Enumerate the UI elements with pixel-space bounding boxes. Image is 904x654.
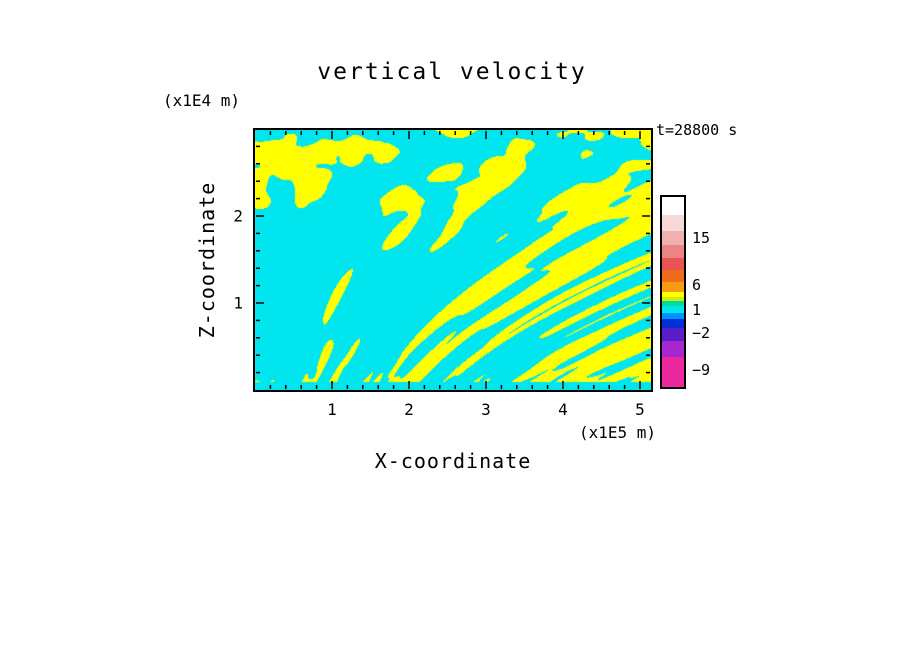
x-tick-label: 4 [558,400,568,419]
x-tick-label: 1 [327,400,337,419]
colorbar-segment [662,270,684,282]
colorbar-tick-label: 15 [692,229,711,247]
colorbar-segment [662,319,684,328]
colorbar-segment [662,197,684,215]
x-axis-unit: (x1E5 m) [578,423,656,442]
x-axis-label: X-coordinate [374,449,532,473]
colorbar-segment [662,357,684,387]
colorbar-segment [662,301,684,306]
x-tick-label: 5 [635,400,645,419]
colorbar-segment [662,297,684,301]
z-tick-label: 1 [233,293,243,313]
colorbar-tick-label: −9 [692,361,711,379]
chart-title: vertical velocity [317,59,587,85]
colorbar-segment [662,306,684,313]
x-tick-label: 3 [481,400,491,419]
plot-area [253,128,653,392]
colorbar-segment [662,282,684,292]
colorbar-segment [662,292,684,297]
z-axis-label: Z-coordinate [195,181,219,339]
colorbar [660,195,686,389]
colorbar-segment [662,215,684,231]
colorbar-segment [662,328,684,341]
x-tick-label: 2 [404,400,414,419]
colorbar-tick-label: 6 [692,276,702,294]
colorbar-segment [662,341,684,357]
colorbar-segment [662,258,684,270]
colorbar-tick-label: 1 [692,301,702,319]
z-tick-label: 2 [233,206,243,226]
z-axis-unit: (x1E4 m) [163,91,241,110]
colorbar-segment [662,313,684,319]
colorbar-segment [662,245,684,258]
colorbar-tick-label: −2 [692,324,711,342]
colorbar-segment [662,231,684,245]
time-label: t=28800 s [656,121,738,139]
velocity-field-canvas [255,130,651,390]
